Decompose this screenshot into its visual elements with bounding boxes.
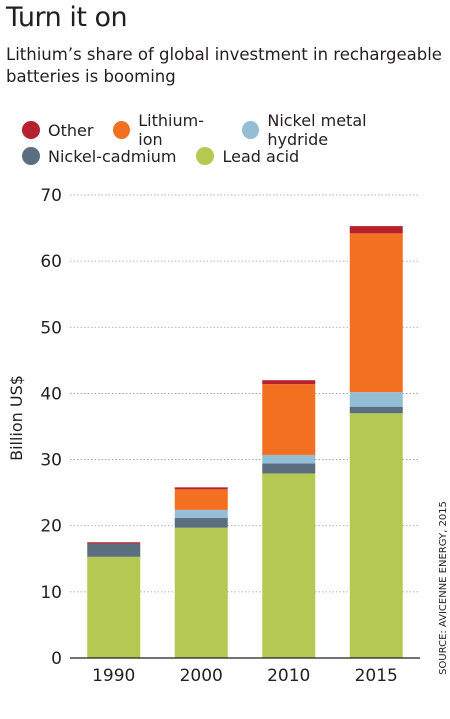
bar-2015-nickel-cadmium xyxy=(349,406,403,414)
bar-2015-nickel-metal-hydride xyxy=(349,392,403,407)
y-tick-label: 60 xyxy=(40,252,62,272)
legend-row-2: Nickel-cadmium Lead acid xyxy=(22,143,442,169)
bars xyxy=(87,226,403,658)
y-axis-label: Billion US$ xyxy=(7,375,26,461)
bar-2000-nickel-metal-hydride xyxy=(174,509,228,518)
x-tick-label-2015: 2015 xyxy=(355,666,398,686)
x-tick-label-1990: 1990 xyxy=(92,666,135,686)
legend-label-nickel-metal-hydride: Nickel metal hydride xyxy=(267,111,367,149)
bar-2015-lead-acid xyxy=(349,413,403,658)
legend-swatch-lithium-ion xyxy=(113,121,131,139)
bar-2015-lithium-ion xyxy=(349,233,403,393)
y-tick-label: 20 xyxy=(40,517,62,537)
x-tick-label-2010: 2010 xyxy=(267,666,310,686)
legend-item-lead-acid: Lead acid xyxy=(196,147,299,166)
legend-swatch-nickel-cadmium xyxy=(22,147,40,165)
x-tick-label-2000: 2000 xyxy=(180,666,223,686)
legend-item-nickel-metal-hydride: Nickel metal hydride xyxy=(242,111,422,149)
legend-swatch-nickel-metal-hydride xyxy=(242,121,260,139)
bar-1990-lead-acid xyxy=(87,556,141,658)
bar-2000-lithium-ion xyxy=(174,489,228,510)
legend-item-other: Other xyxy=(22,121,93,140)
bar-2010-nickel-metal-hydride xyxy=(262,454,316,464)
bar-2000-other xyxy=(174,487,228,490)
legend-item-nickel-cadmium: Nickel-cadmium xyxy=(22,147,176,166)
chart-title: Turn it on xyxy=(6,2,128,33)
bar-2010-lithium-ion xyxy=(262,384,316,455)
bar-2010-other xyxy=(262,380,316,385)
legend-label-lithium-ion: Lithium-ion xyxy=(138,111,204,149)
y-tick-label: 70 xyxy=(40,186,62,206)
legend-label-lead-acid: Lead acid xyxy=(222,146,300,166)
legend-row-1: Other Lithium-ion Nickel metal hydride xyxy=(22,111,442,149)
bar-2000-lead-acid xyxy=(174,527,228,658)
bar-2010-lead-acid xyxy=(262,473,316,658)
bar-2010-nickel-cadmium xyxy=(262,463,316,474)
legend-label-nickel-cadmium: Nickel-cadmium xyxy=(48,146,177,166)
y-tick-label: 10 xyxy=(40,583,62,603)
legend-label-other: Other xyxy=(48,120,94,140)
y-tick-label: 40 xyxy=(40,384,62,404)
legend-item-lithium-ion: Lithium-ion xyxy=(113,111,222,149)
bar-2015-other xyxy=(349,226,403,234)
y-tick-label: 0 xyxy=(51,649,62,669)
chart-subtitle: Lithium’s share of global investment in … xyxy=(6,45,442,86)
y-axis-ticks: 0 10 20 30 40 50 60 70 xyxy=(40,186,62,669)
x-axis-ticks: 1990 2000 2010 2015 xyxy=(92,666,398,686)
bar-1990-nickel-cadmium xyxy=(87,543,141,557)
y-tick-label: 50 xyxy=(40,318,62,338)
bar-2000-nickel-cadmium xyxy=(174,517,228,528)
legend: Other Lithium-ion Nickel metal hydride N… xyxy=(22,111,442,169)
bar-1990-other xyxy=(87,542,141,544)
legend-swatch-lead-acid xyxy=(196,147,215,165)
source-note: SOURCE: AVICENNE ENERGY, 2015 xyxy=(438,501,449,675)
y-tick-label: 30 xyxy=(40,451,62,471)
legend-swatch-other xyxy=(22,121,40,139)
